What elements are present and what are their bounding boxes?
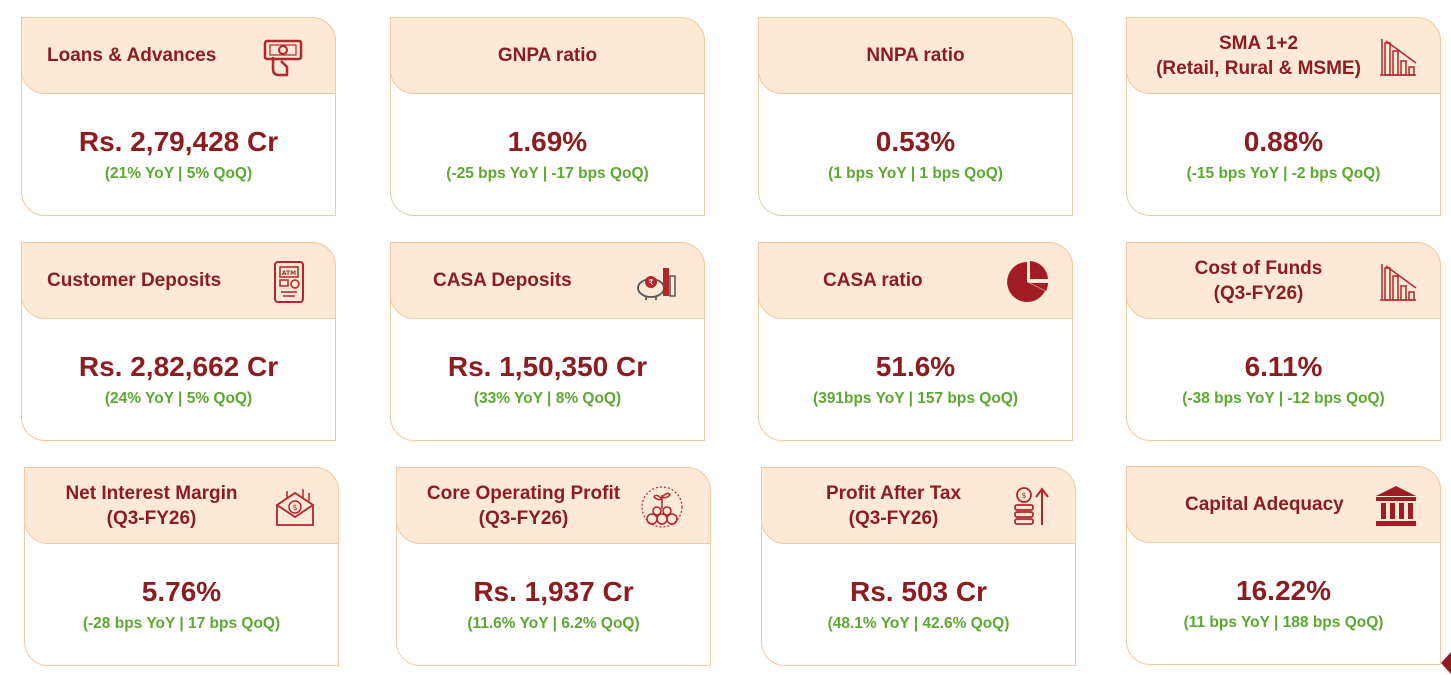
metric-change: (33% YoY | 8% QoQ)	[473, 390, 622, 407]
metric-change: (-15 bps YoY | -2 bps QoQ)	[1186, 165, 1381, 182]
card-title: CASA ratio	[823, 270, 923, 291]
svg-text:ATM: ATM	[282, 270, 296, 277]
metric-value: 6.11%	[1244, 351, 1323, 382]
metric-value: Rs. 2,82,662 Cr	[78, 351, 279, 382]
metric-value: Rs. 2,79,428 Cr	[78, 126, 279, 157]
kpi-card-sma: SMA 1+2 (Retail, Rural & MSME) 0.88% (-15…	[1126, 17, 1441, 216]
metric-change: (-28 bps YoY | 17 bps QoQ)	[82, 615, 281, 632]
metric-value: 16.22%	[1236, 575, 1331, 606]
card-title: Profit After Tax (Q3-FY26)	[825, 482, 962, 529]
metric-change: (391bps YoY | 157 bps QoQ)	[812, 390, 1019, 407]
metric-value: 0.88%	[1243, 126, 1324, 157]
coins-growth-icon: $	[1005, 482, 1055, 532]
card-title: GNPA ratio	[497, 45, 598, 66]
card-title: Customer Deposits	[47, 270, 222, 291]
piggy-bank-icon: ₹	[631, 257, 681, 307]
bank-building-icon	[1371, 481, 1421, 531]
kpi-card-core-operating-profit: Core Operating Profit (Q3-FY26) Rs. 1,937…	[396, 467, 711, 666]
kpi-card-capital-adequacy: Capital Adequacy 16.22% (11 bps YoY | 18…	[1126, 466, 1441, 665]
kpi-card-gnpa-ratio: GNPA ratio 1.69% (-25 bps YoY | -17 bps …	[390, 17, 705, 216]
kpi-card-net-interest-margin: Net Interest Margin (Q3-FY26) $ 5.76% (-2…	[24, 467, 339, 666]
card-header: Cost of Funds (Q3-FY26)	[1126, 242, 1441, 319]
declining-bar-chart-icon	[1373, 257, 1423, 307]
cash-hand-icon	[258, 32, 308, 82]
kpi-card-casa-ratio: CASA ratio 51.6% (391bps YoY | 157 bps Q…	[758, 242, 1073, 441]
card-title: SMA 1+2 (Retail, Rural & MSME)	[1156, 32, 1361, 79]
metric-value: Rs. 503 Cr	[850, 576, 987, 607]
kpi-card-customer-deposits: Customer Deposits ATM Rs. 2,82,662 Cr (2…	[21, 242, 336, 441]
card-header: Core Operating Profit (Q3-FY26)	[396, 467, 711, 544]
metric-value: 5.76%	[141, 576, 222, 607]
kpi-card-nnpa-ratio: NNPA ratio 0.53% (1 bps YoY | 1 bps QoQ)	[758, 17, 1073, 216]
kpi-card-loans-advances: Loans & Advances Rs. 2,79,428 Cr (21% Yo…	[21, 17, 336, 216]
metric-change: (1 bps YoY | 1 bps QoQ)	[828, 165, 1003, 182]
money-plant-icon	[637, 482, 687, 532]
metric-value: Rs. 1,50,350 Cr	[447, 351, 648, 382]
metric-change: (11 bps YoY | 188 bps QoQ)	[1183, 614, 1384, 631]
card-header: NNPA ratio	[758, 17, 1073, 94]
card-header: Capital Adequacy	[1126, 466, 1441, 543]
svg-text:$: $	[1021, 491, 1026, 500]
metric-value: 0.53%	[875, 126, 956, 157]
kpi-card-casa-deposits: CASA Deposits ₹ Rs. 1,50,350 Cr (33% YoY…	[390, 242, 705, 441]
metric-value: 1.69%	[507, 126, 588, 157]
card-title: Capital Adequacy	[1185, 494, 1344, 515]
nav-arrow-icon[interactable]	[1441, 652, 1451, 674]
kpi-card-profit-after-tax: Profit After Tax (Q3-FY26) $ Rs. 503 Cr (…	[761, 467, 1076, 666]
metric-change: (-25 bps YoY | -17 bps QoQ)	[446, 165, 649, 182]
card-header: CASA Deposits ₹	[390, 242, 705, 319]
card-header: CASA ratio	[758, 242, 1073, 319]
card-title: Net Interest Margin (Q3-FY26)	[65, 482, 238, 529]
card-header: Customer Deposits ATM	[21, 242, 336, 319]
card-header: Profit After Tax (Q3-FY26) $	[761, 467, 1076, 544]
card-header: Loans & Advances	[21, 17, 336, 94]
metric-value: 51.6%	[875, 351, 956, 382]
pie-chart-icon	[1002, 257, 1052, 307]
card-header: SMA 1+2 (Retail, Rural & MSME)	[1126, 17, 1441, 94]
card-title: NNPA ratio	[866, 45, 965, 66]
card-header: Net Interest Margin (Q3-FY26) $	[24, 467, 339, 544]
metric-value: Rs. 1,937 Cr	[473, 576, 634, 607]
svg-text:₹: ₹	[648, 278, 653, 287]
card-title: CASA Deposits	[433, 270, 572, 291]
kpi-card-cost-of-funds: Cost of Funds (Q3-FY26) 6.11% (-38 bps Yo…	[1126, 242, 1441, 441]
metric-change: (-38 bps YoY | -12 bps QoQ)	[1182, 390, 1385, 407]
card-header: GNPA ratio	[390, 17, 705, 94]
metric-change: (11.6% YoY | 6.2% QoQ)	[467, 615, 640, 632]
svg-text:$: $	[292, 503, 297, 512]
declining-bar-chart-icon	[1373, 32, 1423, 82]
card-title: Core Operating Profit (Q3-FY26)	[426, 482, 621, 529]
atm-icon: ATM	[264, 257, 314, 307]
metric-change: (21% YoY | 5% QoQ)	[104, 165, 253, 182]
money-envelope-icon: $	[270, 482, 320, 532]
metric-change: (48.1% YoY | 42.6% QoQ)	[827, 615, 1010, 632]
card-title: Loans & Advances	[47, 45, 217, 66]
card-title: Cost of Funds (Q3-FY26)	[1194, 257, 1323, 304]
metric-change: (24% YoY | 5% QoQ)	[104, 390, 253, 407]
